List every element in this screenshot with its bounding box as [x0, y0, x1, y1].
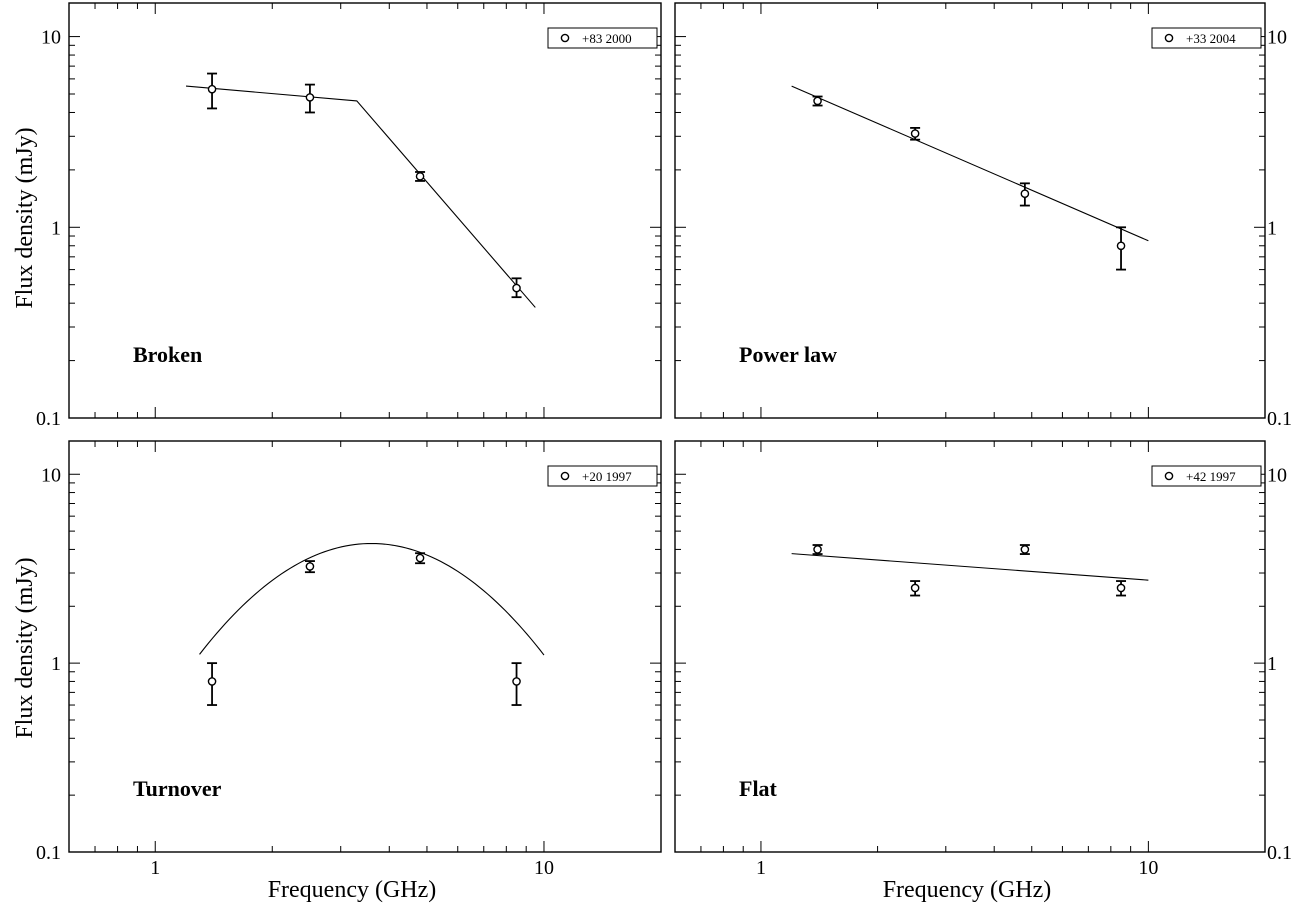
plot-frame: [68, 2, 662, 419]
data-point: [512, 677, 521, 686]
panel-2: 10 1 0.1 1 10 +20 1997 Turnover: [36, 440, 662, 879]
data-point: [1020, 189, 1030, 199]
x-tick-label: 1: [756, 857, 766, 879]
legend-box: [1151, 27, 1262, 49]
x-tick-label: 1: [150, 857, 160, 879]
y-tick-label: 10: [41, 464, 61, 486]
x-tick-label: 10: [1138, 857, 1158, 879]
data-point: [813, 96, 822, 106]
data-point: [910, 583, 920, 593]
legend-label: +33 2004: [1186, 31, 1236, 46]
data-point: [415, 172, 425, 181]
data-point: [305, 562, 315, 571]
x-axis-title-right: Frequency (GHz): [883, 877, 1052, 903]
y-axis-title-bottom: Flux density (mJy): [12, 557, 38, 738]
data-point: [910, 129, 920, 138]
data-point: [813, 545, 822, 554]
panel-label: Broken: [133, 342, 202, 367]
x-tick-label: 10: [534, 857, 554, 879]
fit-line: [791, 553, 1149, 581]
y-tick-label: 1: [51, 653, 61, 675]
legend-label: +83 2000: [582, 31, 632, 46]
legend-marker: [1164, 33, 1174, 43]
y-tick-label: 1: [51, 217, 61, 239]
legend-marker: [1164, 471, 1174, 481]
y-tick-label: 0.1: [1267, 408, 1292, 430]
legend-box: [547, 27, 658, 49]
data-point: [207, 84, 217, 94]
fit-line: [185, 85, 536, 308]
y-tick-label: 0.1: [36, 842, 61, 864]
fit-line: [199, 542, 545, 656]
data-point: [415, 553, 425, 563]
legend-box: [1151, 465, 1262, 487]
data-point: [1116, 583, 1126, 593]
panel-label: Turnover: [133, 776, 222, 801]
y-tick-label: 0.1: [36, 408, 61, 430]
legend-marker: [560, 33, 570, 43]
data-point: [207, 677, 217, 686]
data-point: [1020, 545, 1030, 554]
y-axis-title-top: Flux density (mJy): [12, 127, 38, 308]
plot-frame: [674, 440, 1266, 853]
fit-line: [791, 85, 1149, 242]
legend-label: +42 1997: [1186, 469, 1236, 484]
tick-marks: [674, 3, 1266, 419]
panel-0: 10 1 0.1 +83 2000 Broken: [36, 2, 662, 430]
panel-3: 10 1 0.1 1 10 +42 1997 Flat: [674, 440, 1292, 879]
data-point: [305, 93, 315, 102]
y-tick-label: 10: [1267, 27, 1287, 49]
y-tick-label: 1: [1267, 217, 1277, 239]
y-tick-label: 10: [1267, 464, 1287, 486]
y-tick-label: 0.1: [1267, 842, 1292, 864]
legend-box: [547, 465, 658, 487]
data-point: [1116, 241, 1126, 251]
data-point: [512, 283, 521, 293]
plot-frame: [674, 2, 1266, 419]
panel-1: 10 1 0.1 +33 2004 Power law: [674, 2, 1292, 430]
legend-marker: [560, 471, 570, 481]
y-tick-label: 10: [41, 27, 61, 49]
legend-label: +20 1997: [582, 469, 632, 484]
y-tick-label: 1: [1267, 653, 1277, 675]
tick-marks: [68, 3, 662, 419]
tick-marks: [68, 441, 662, 853]
panel-label: Flat: [739, 776, 778, 801]
plot-frame: [68, 440, 662, 853]
panel-label: Power law: [739, 342, 837, 367]
x-axis-title-left: Frequency (GHz): [268, 877, 437, 903]
